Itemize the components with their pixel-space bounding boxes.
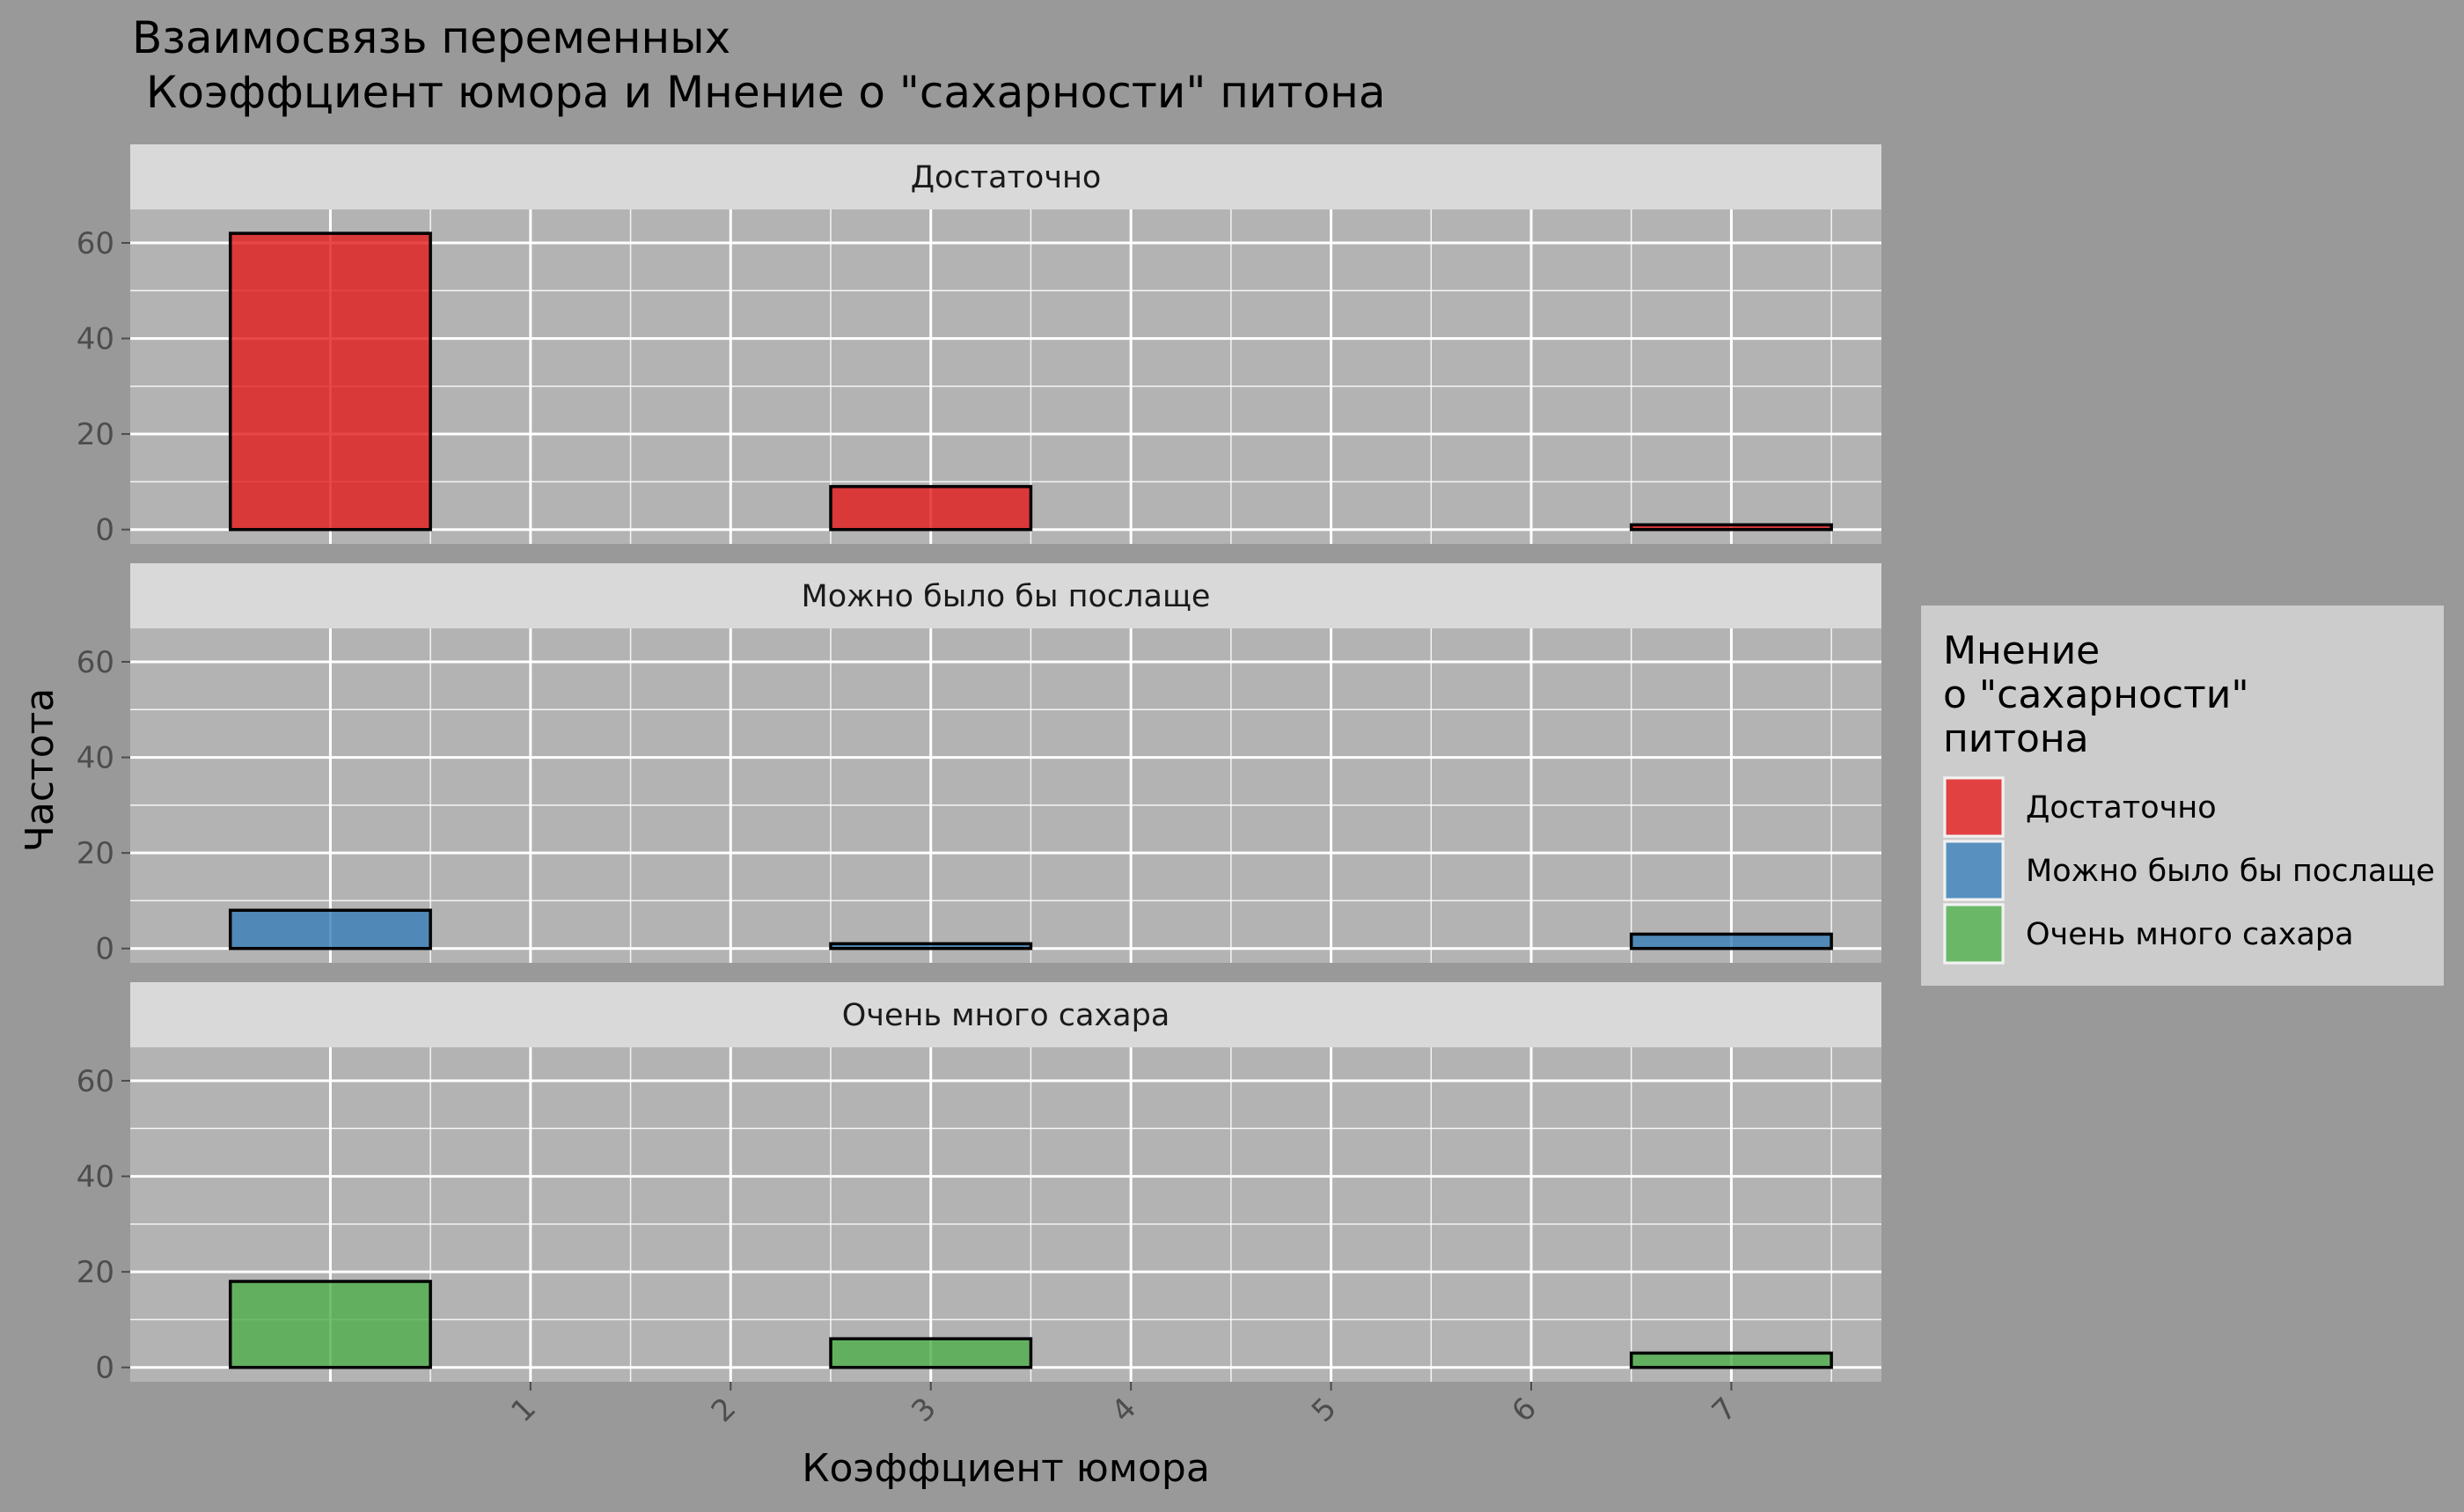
histogram-bar [228,908,432,951]
y-tick-label: 60 [77,226,114,261]
facet-strip-background [130,144,1881,209]
histogram-bar [829,485,1033,532]
chart-title-line-1: Взаимосвязь переменных [132,12,730,63]
legend-key-swatch [1943,903,2005,965]
legend-background [1921,606,2444,986]
legend-key-label: Очень много сахара [2026,917,2354,952]
legend-key-swatch [1943,776,2005,838]
facet-strip-label: Достаточно [911,160,1102,195]
y-axis-title: Частота [18,688,62,852]
y-tick-label: 40 [77,1160,114,1195]
facet-strip-background [130,563,1881,628]
histogram-bar [829,942,1033,951]
y-tick-label: 40 [77,741,114,776]
y-tick-label: 20 [77,1255,114,1290]
panel-background [130,628,1881,963]
histogram-bar [228,1280,432,1369]
facet-panel-1: Достаточно 0 20 40 60 [77,144,1881,548]
histogram-bar [1629,523,1833,532]
facet-strip-label: Очень много сахара [842,998,1170,1033]
y-tick-label: 0 [95,513,114,548]
histogram-bar [1629,932,1833,951]
y-tick-label: 0 [95,932,114,967]
legend-key-label: Достаточно [2026,790,2217,826]
y-tick-label: 40 [77,322,114,357]
facet-strip-label: Можно было бы послаще [802,579,1211,614]
facet-strip-background [130,982,1881,1047]
legend-title-line-3: питона [1943,716,2089,761]
x-axis-title: Коэффциент юмора [802,1446,1210,1491]
y-tick-label: 0 [95,1351,114,1386]
histogram-bar [829,1337,1033,1369]
facet-panel-3: Очень много сахара 0 20 40 60 [77,982,1881,1386]
y-tick-label: 60 [77,1064,114,1099]
y-tick-label: 20 [77,417,114,452]
legend-title-line-1: Мнение [1943,628,2100,673]
legend: Мнение о "сахарности" питона Достаточно М… [1921,606,2444,986]
y-tick-label: 20 [77,836,114,871]
chart-title-line-2: Коэффциент юмора и Мнение о "сахарности"… [132,67,1386,118]
legend-items: Достаточно Можно было бы послаще Очень мно… [1943,776,2435,965]
facet-panel-2: Можно было бы послаще 0 20 40 60 [77,563,1881,967]
y-tick-label: 60 [77,645,114,680]
histogram-bar [1629,1351,1833,1369]
legend-key-label: Можно было бы послаще [2026,854,2435,889]
legend-key-swatch [1943,840,2005,901]
legend-title-line-2: о "сахарности" [1943,672,2249,717]
facets: Достаточно 0 20 40 60 Можно было бы послаще 0 2… [77,144,1881,1386]
histogram-bar [228,231,432,532]
